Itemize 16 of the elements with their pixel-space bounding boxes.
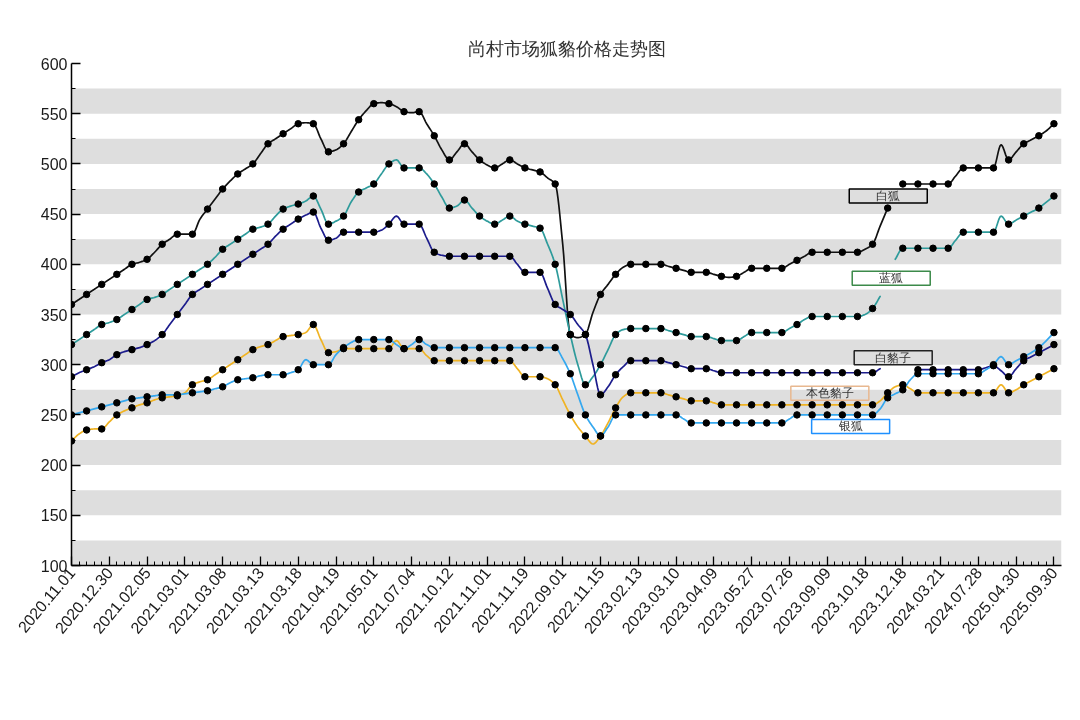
y-tick-label: 200 bbox=[40, 457, 68, 475]
series-label: 白貉子 bbox=[875, 350, 912, 365]
y-tick-label: 250 bbox=[40, 406, 68, 424]
y-tick-label: 450 bbox=[40, 206, 68, 224]
chart-title: 尚村市场狐貉价格走势图 bbox=[467, 37, 666, 59]
y-tick-label: 500 bbox=[40, 155, 68, 173]
series-label: 蓝狐 bbox=[879, 271, 904, 286]
series-label: 本色貉子 bbox=[805, 386, 854, 401]
y-tick-label: 150 bbox=[40, 507, 68, 525]
y-tick-label: 550 bbox=[40, 105, 68, 123]
series-label: 白狐 bbox=[876, 189, 901, 204]
y-tick-label: 400 bbox=[40, 256, 68, 274]
y-tick-label: 300 bbox=[40, 356, 68, 374]
y-tick-label: 350 bbox=[40, 306, 68, 324]
y-tick-label: 600 bbox=[40, 55, 68, 73]
series-label: 银狐 bbox=[837, 419, 863, 434]
